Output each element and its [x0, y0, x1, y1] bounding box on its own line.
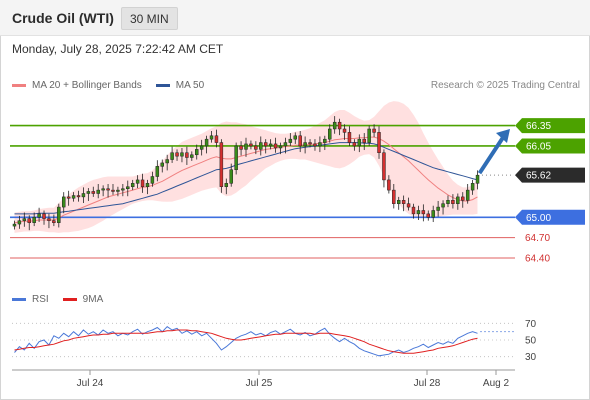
price-legend: MA 20 + Bollinger Bands MA 50: [12, 80, 218, 91]
rsi-label: RSI: [32, 294, 49, 305]
rsi-swatch: [12, 298, 26, 301]
credit-text: Research © 2025 Trading Central: [430, 80, 580, 91]
legend-item-ma50: MA 50: [155, 80, 205, 91]
ma50-swatch: [155, 84, 170, 87]
rsi-legend: RSI 9MA: [12, 294, 117, 305]
timestamp: Monday, July 28, 2025 7:22:42 AM CET: [12, 42, 224, 56]
ma9-label: 9MA: [82, 294, 104, 305]
instrument-title: Crude Oil (WTI): [12, 10, 114, 26]
legend-item-9ma: 9MA: [62, 294, 104, 305]
ma50-label: MA 50: [175, 80, 205, 91]
legend-item-rsi: RSI: [12, 294, 49, 305]
ma20-label: MA 20 + Bollinger Bands: [32, 80, 142, 91]
legend-item-ma20: MA 20 + Bollinger Bands: [12, 80, 142, 91]
timeframe-button[interactable]: 30 MIN: [121, 7, 178, 30]
ma9-swatch: [62, 298, 77, 301]
header-bar: Crude Oil (WTI) 30 MIN: [0, 0, 590, 36]
ma20-swatch: [12, 84, 26, 87]
